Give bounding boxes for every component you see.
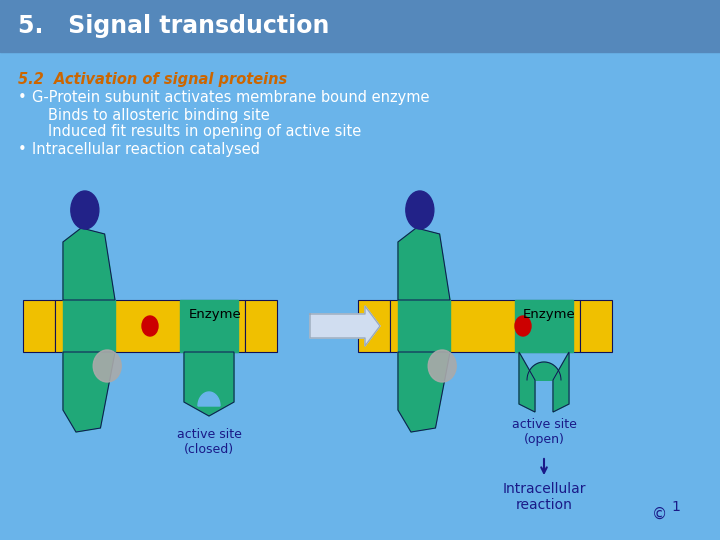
Text: •: •	[18, 142, 27, 157]
Text: Induced fit results in opening of active site: Induced fit results in opening of active…	[48, 124, 361, 139]
Bar	[180, 300, 238, 352]
Bar	[0, 0, 720, 52]
Polygon shape	[310, 306, 380, 346]
Polygon shape	[553, 352, 569, 412]
Bar	[398, 300, 450, 352]
Text: Enzyme: Enzyme	[523, 308, 576, 321]
Ellipse shape	[406, 191, 434, 229]
Text: active site
(closed): active site (closed)	[176, 428, 241, 456]
Text: ©: ©	[652, 507, 667, 522]
Text: Enzyme: Enzyme	[188, 308, 241, 321]
Polygon shape	[398, 228, 450, 300]
Text: Intracellular reaction catalysed: Intracellular reaction catalysed	[32, 142, 260, 157]
Bar	[23, 300, 55, 352]
Polygon shape	[527, 362, 561, 380]
Text: Binds to allosteric binding site: Binds to allosteric binding site	[48, 108, 270, 123]
Polygon shape	[519, 352, 535, 412]
Text: 5.2  Activation of signal proteins: 5.2 Activation of signal proteins	[18, 72, 287, 87]
Polygon shape	[184, 352, 234, 416]
Ellipse shape	[142, 316, 158, 336]
Polygon shape	[63, 228, 115, 300]
Bar	[515, 300, 573, 352]
Bar	[245, 300, 277, 352]
Ellipse shape	[93, 350, 121, 382]
Text: G-Protein subunit activates membrane bound enzyme: G-Protein subunit activates membrane bou…	[32, 90, 430, 105]
Bar	[580, 300, 612, 352]
Polygon shape	[63, 352, 115, 432]
Text: Intracellular
reaction: Intracellular reaction	[503, 482, 586, 512]
Text: •: •	[18, 90, 27, 105]
Polygon shape	[398, 352, 450, 432]
Ellipse shape	[515, 316, 531, 336]
Text: 1: 1	[672, 500, 680, 514]
Polygon shape	[198, 392, 220, 406]
Bar	[390, 300, 580, 352]
Ellipse shape	[71, 191, 99, 229]
Bar	[63, 300, 115, 352]
Text: 5.   Signal transduction: 5. Signal transduction	[18, 14, 329, 38]
Ellipse shape	[428, 350, 456, 382]
Bar	[55, 300, 245, 352]
Bar	[358, 300, 390, 352]
Text: active site
(open): active site (open)	[512, 418, 577, 446]
